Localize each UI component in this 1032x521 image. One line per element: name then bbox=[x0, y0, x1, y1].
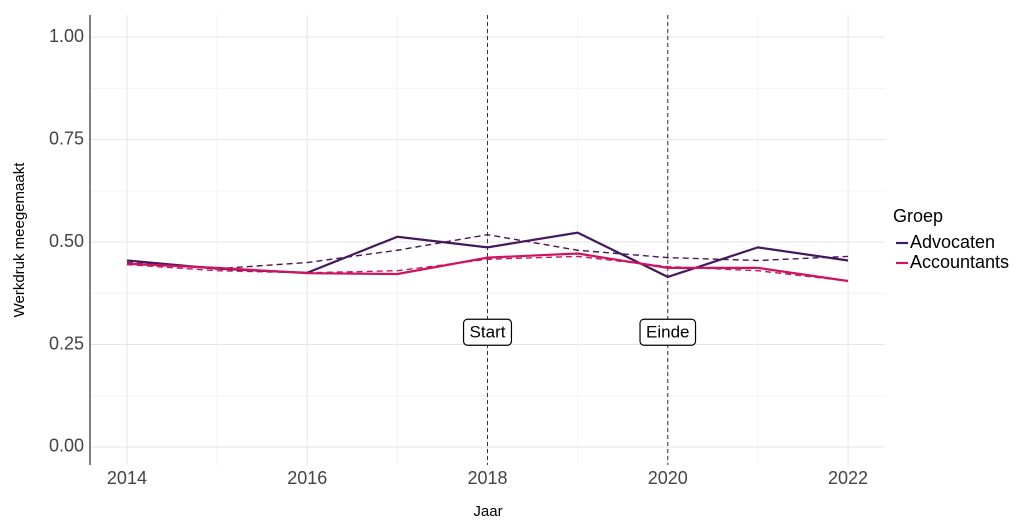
annotation-box bbox=[639, 318, 697, 346]
annotation-box bbox=[462, 318, 513, 346]
x-tick-label: 2014 bbox=[107, 468, 147, 488]
y-tick-label: 0.25 bbox=[49, 333, 84, 353]
legend-label: Accountants bbox=[910, 252, 1009, 272]
x-tick-label: 2016 bbox=[287, 468, 327, 488]
x-tick-label: 2018 bbox=[467, 468, 507, 488]
x-tick-label: 2022 bbox=[828, 468, 868, 488]
annotation-label: Einde bbox=[646, 323, 689, 342]
trend-line bbox=[126, 255, 849, 282]
annotation-label: Start bbox=[470, 323, 506, 342]
y-tick-label: 1.00 bbox=[49, 26, 84, 46]
x-axis-label: Jaar bbox=[473, 503, 502, 520]
x-tick-label: 2020 bbox=[648, 468, 688, 488]
legend-title: Groep bbox=[893, 206, 943, 226]
y-axis-label: Werkdruk meegemaakt bbox=[11, 162, 28, 318]
y-tick-label: 0.50 bbox=[49, 231, 84, 251]
y-tick-label: 0.00 bbox=[49, 436, 84, 456]
line bbox=[126, 252, 849, 283]
y-tick-label: 0.75 bbox=[49, 128, 84, 148]
legend-label: Advocaten bbox=[910, 232, 995, 252]
trend-line bbox=[126, 233, 849, 270]
